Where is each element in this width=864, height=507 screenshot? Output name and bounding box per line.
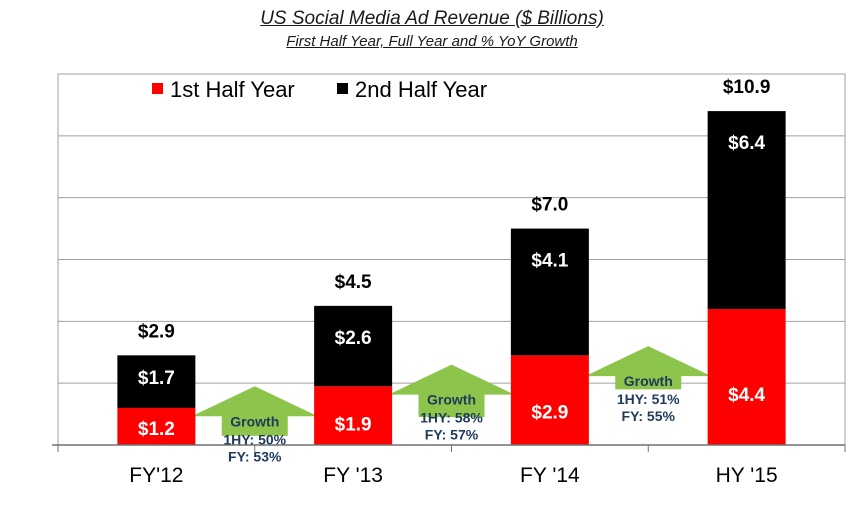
- chart-title: US Social Media Ad Revenue ($ Billions): [260, 8, 604, 29]
- legend-swatch-1st-half: [152, 83, 163, 94]
- legend-swatch-2nd-half: [337, 83, 348, 94]
- data-label-1st-half: $1.2: [138, 419, 175, 440]
- legend-label-1st-half: 1st Half Year: [170, 77, 295, 102]
- data-label-2nd-half: $1.7: [138, 368, 175, 389]
- bar-segment-2nd-half: [314, 305, 393, 387]
- legend-label-2nd-half: 2nd Half Year: [355, 77, 487, 102]
- growth-1hy-label: 1HY: 50%: [223, 431, 286, 447]
- bar-segment-1st-half: [117, 407, 196, 445]
- data-label-2nd-half: $6.4: [728, 133, 765, 154]
- growth-title: Growth: [230, 413, 279, 429]
- x-tick-label: HY '15: [716, 464, 778, 487]
- bar-segment-1st-half: [707, 308, 786, 445]
- x-tick-label: FY '13: [323, 464, 383, 487]
- data-label-1st-half: $1.9: [335, 414, 372, 435]
- data-label-1st-half: $4.4: [728, 385, 765, 406]
- growth-title: Growth: [624, 373, 673, 389]
- bar-segment-2nd-half: [707, 111, 786, 309]
- growth-fy-label: FY: 57%: [425, 427, 479, 443]
- total-label: $10.9: [723, 77, 771, 98]
- growth-arrow: [585, 346, 712, 390]
- growth-arrow: [388, 364, 515, 418]
- growth-fy-label: FY: 53%: [228, 448, 282, 464]
- x-tick-label: FY'12: [129, 464, 183, 487]
- growth-1hy-label: 1HY: 58%: [420, 410, 483, 426]
- bar-segment-2nd-half: [117, 355, 196, 408]
- data-label-2nd-half: $2.6: [335, 328, 372, 349]
- total-label: $7.0: [531, 195, 568, 216]
- bar-segment-1st-half: [510, 355, 589, 445]
- growth-fy-label: FY: 55%: [622, 408, 676, 424]
- x-tick-label: FY '14: [520, 464, 580, 487]
- chart-subtitle: First Half Year, Full Year and % YoY Gro…: [286, 33, 578, 50]
- data-label-2nd-half: $4.1: [531, 251, 568, 272]
- total-label: $4.5: [335, 272, 372, 293]
- total-label: $2.9: [138, 321, 175, 342]
- growth-arrow: [191, 386, 318, 436]
- growth-title: Growth: [427, 392, 476, 408]
- bar-segment-2nd-half: [510, 228, 589, 356]
- growth-1hy-label: 1HY: 51%: [617, 391, 680, 407]
- bar-segment-1st-half: [314, 386, 393, 445]
- data-label-1st-half: $2.9: [531, 403, 568, 424]
